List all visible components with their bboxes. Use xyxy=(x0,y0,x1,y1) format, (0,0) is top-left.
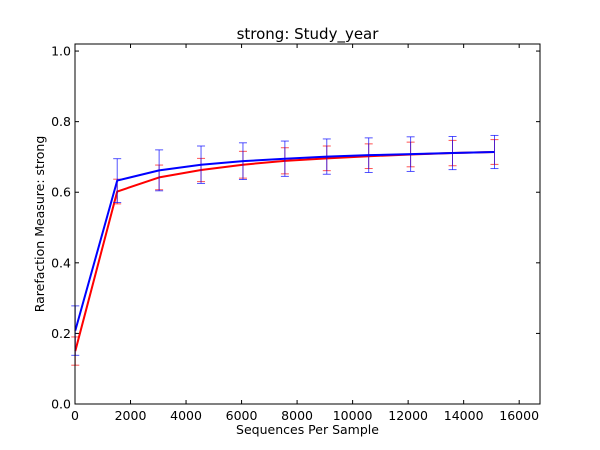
y-tick-label: 0.4 xyxy=(51,255,71,270)
y-tick-label: 0.0 xyxy=(51,397,71,412)
y-tick-label: 0.8 xyxy=(51,114,71,129)
y-tick-label: 0.2 xyxy=(51,326,71,341)
chart-title: strong: Study_year xyxy=(237,25,380,44)
x-tick-label: 6000 xyxy=(226,408,258,423)
y-tick-label: 1.0 xyxy=(51,44,71,59)
plot-area: 0 2000 4000 6000 8000 10000 12000 14000 16000 0.0… xyxy=(51,43,541,423)
x-tick-label: 12000 xyxy=(388,408,428,423)
x-axis-label: Sequences Per Sample xyxy=(236,422,379,437)
x-tick-label: 0 xyxy=(71,408,79,423)
series-line xyxy=(74,151,495,352)
y-axis-label: Rarefaction Measure: strong xyxy=(32,136,47,313)
x-tick-label: 2000 xyxy=(115,408,147,423)
plot-frame xyxy=(74,43,541,405)
y-tick-label: 0.6 xyxy=(51,185,71,200)
series-line xyxy=(74,151,495,331)
x-tick-label: 16000 xyxy=(499,408,539,423)
x-tick-label: 4000 xyxy=(170,408,202,423)
x-tick-label: 8000 xyxy=(281,408,313,423)
x-tick-label: 14000 xyxy=(444,408,484,423)
x-tick-label: 10000 xyxy=(333,408,373,423)
series-1 xyxy=(71,134,499,356)
